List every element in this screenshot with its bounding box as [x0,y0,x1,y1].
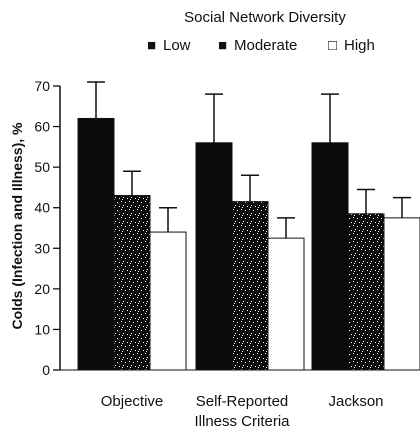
bar-moderate-0 [113,195,151,371]
y-tick-label: 50 [34,159,50,175]
y-tick-label: 40 [34,200,50,216]
legend-marker-moderate: ■ [218,37,227,54]
legend: ■ Low ■ Moderate □ High [147,37,375,54]
bar-high-1 [267,237,305,371]
bar-moderate-2 [347,213,385,371]
y-tick-label: 10 [34,321,50,337]
legend-label-moderate: Moderate [234,37,297,54]
x-category-label: Objective [101,393,164,410]
x-category-label: Self-Reported [196,393,289,410]
y-tick-label: 30 [34,240,50,256]
y-tick-label: 20 [34,281,50,297]
y-tick-label: 70 [34,78,50,94]
x-category-label: Illness Criteria [194,413,290,430]
bar-low-0 [77,117,115,371]
legend-label-high: High [344,37,375,54]
x-category-label: Jackson [328,393,383,410]
legend-marker-low: ■ [147,37,156,54]
bar-low-1 [195,142,233,371]
bar-low-2 [311,142,349,371]
y-tick-label: 60 [34,119,50,135]
bar-high-0 [149,231,187,371]
bar-moderate-1 [231,201,269,371]
legend-label-low: Low [163,37,191,54]
legend-title: Social Network Diversity [184,9,346,26]
legend-marker-high: □ [328,37,337,54]
y-tick-label: 0 [42,362,50,378]
bar-high-2 [383,217,420,371]
y-axis-label: Colds (Infection and Illness), % [9,122,25,329]
